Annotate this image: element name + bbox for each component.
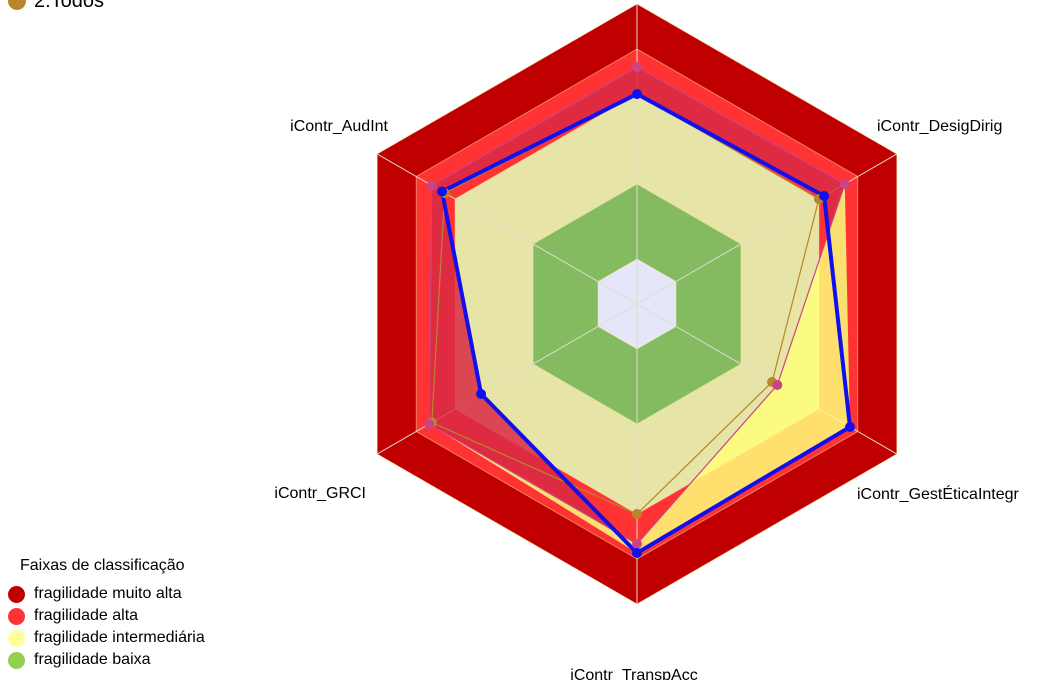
series-point bbox=[632, 89, 642, 99]
series-point bbox=[632, 509, 642, 519]
series-point bbox=[845, 422, 855, 432]
series-legend-marker bbox=[8, 0, 26, 10]
highlight-area bbox=[777, 184, 850, 427]
axis-label: iContr_AudInt bbox=[290, 118, 388, 135]
band-legend-title: Faixas de classificação bbox=[20, 557, 185, 574]
band-legend-marker bbox=[8, 651, 25, 669]
band-legend: Faixas de classificação fragilidade muit… bbox=[8, 557, 205, 671]
axis-spoke bbox=[376, 303, 638, 455]
series-point bbox=[437, 186, 448, 197]
series-point bbox=[424, 419, 435, 429]
band-legend-label: fragilidade muito alta bbox=[34, 585, 182, 602]
band-legend-item: fragilidade baixa bbox=[8, 649, 205, 671]
band-legend-item: fragilidade intermediária bbox=[8, 627, 205, 649]
series-point bbox=[632, 539, 642, 549]
series-legend: 2:Todos bbox=[8, 0, 104, 12]
axis-label: iContr_TranspAcc bbox=[570, 667, 697, 680]
series-point bbox=[819, 191, 830, 201]
series-point bbox=[632, 548, 642, 558]
band-legend-label: fragilidade alta bbox=[34, 607, 139, 624]
series-point bbox=[426, 180, 437, 191]
band-legend-label: fragilidade intermediária bbox=[34, 629, 205, 646]
axis-label: iContr_DesigDirig bbox=[877, 118, 1002, 135]
band-legend-marker bbox=[8, 585, 25, 603]
axis-label: iContr_GestÉticaIntegr bbox=[857, 484, 1020, 503]
band-legend-item: fragilidade muito alta bbox=[8, 583, 205, 605]
series-legend-label: 2:Todos bbox=[34, 0, 105, 12]
highlight-area bbox=[429, 424, 637, 553]
highlight-area bbox=[429, 394, 637, 553]
series-point bbox=[632, 62, 642, 72]
axis-label: iContr_GRCI bbox=[274, 485, 366, 502]
axis-spoke bbox=[376, 153, 638, 305]
series-point bbox=[839, 179, 850, 189]
band-legend-marker bbox=[8, 629, 25, 647]
highlight-area bbox=[637, 385, 850, 553]
band-legend-marker bbox=[8, 607, 25, 625]
axis-spoke bbox=[636, 153, 898, 305]
band-legend-label: fragilidade baixa bbox=[34, 651, 151, 668]
series-point bbox=[772, 380, 783, 390]
highlight-area bbox=[431, 67, 637, 192]
series-point bbox=[476, 389, 487, 399]
highlight-area bbox=[637, 67, 845, 196]
band-legend-item: fragilidade alta bbox=[8, 605, 205, 627]
series-legend-item: 2:Todos bbox=[8, 0, 104, 12]
